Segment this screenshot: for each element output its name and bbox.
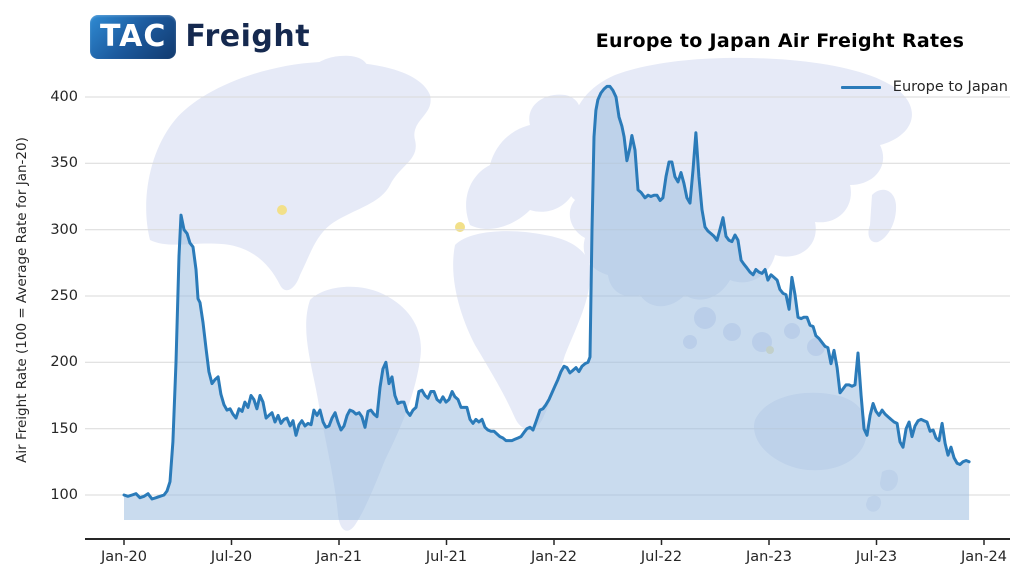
x-tick-label: Jan-20 xyxy=(100,549,148,565)
x-tick-label: Jul-22 xyxy=(640,549,683,565)
x-tick-label: Jul-21 xyxy=(425,549,468,565)
series-line xyxy=(122,84,971,501)
logo-primary-text: TAC xyxy=(100,19,167,54)
series-area-fill xyxy=(124,86,970,521)
legend: Europe to Japan xyxy=(840,79,1008,95)
logo-tac-badge: TAC xyxy=(90,15,177,59)
y-tick-label: 100 xyxy=(50,487,78,503)
y-tick-label: 400 xyxy=(50,88,78,105)
legend-line-icon xyxy=(840,85,881,89)
y-tick-label: 200 xyxy=(50,354,78,371)
x-tick-label: Jan-22 xyxy=(530,549,578,565)
x-tick-label: Jan-23 xyxy=(745,549,793,565)
chart-title: Europe to Japan Air Freight Rates xyxy=(595,30,965,52)
x-tick-label: Jul-20 xyxy=(210,549,253,565)
logo-secondary-text: Freight xyxy=(185,19,311,54)
y-tick-label: 250 xyxy=(50,287,78,304)
y-tick-label: 300 xyxy=(50,221,78,238)
logo: TAC Freight xyxy=(90,14,310,60)
x-tick-label: Jan-24 xyxy=(960,549,1008,565)
y-tick-label: 150 xyxy=(50,420,78,437)
y-tick-label: 350 xyxy=(50,155,78,172)
x-tick-label: Jul-23 xyxy=(855,549,898,565)
x-tick-label: Jan-21 xyxy=(315,549,363,565)
x-axis xyxy=(85,538,1010,545)
legend-label: Europe to Japan xyxy=(892,79,1008,95)
